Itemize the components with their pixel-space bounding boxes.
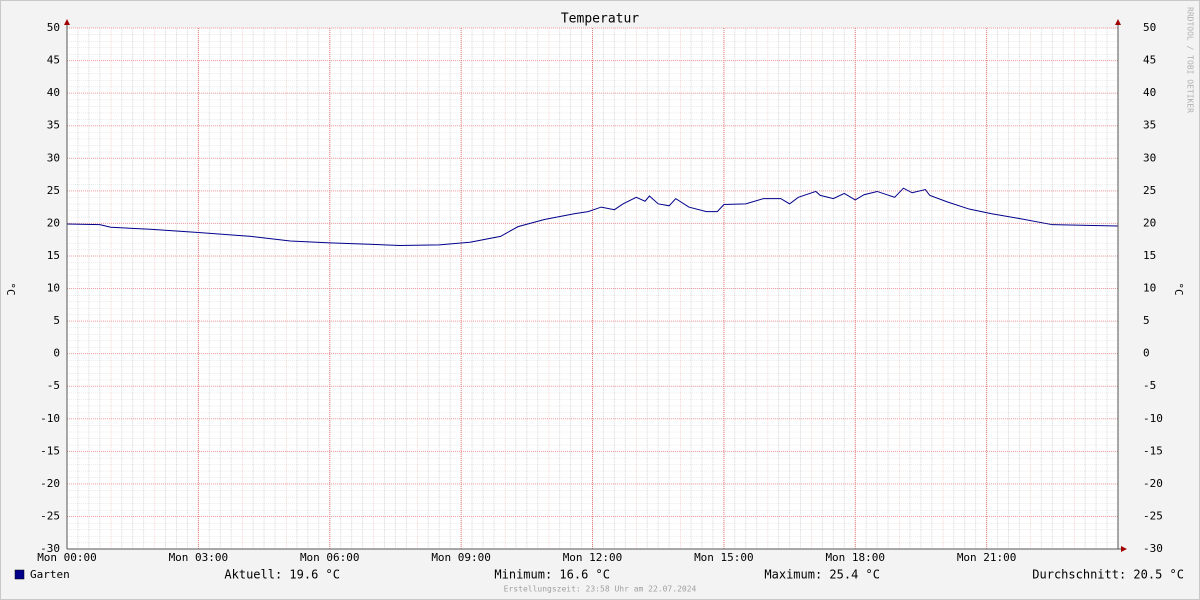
y2-tick-label: -20 bbox=[1143, 477, 1163, 490]
legend-stat: Maximum: 25.4 °C bbox=[764, 568, 880, 582]
watermark: RRDTOOL / TOBI OETIKER bbox=[1186, 7, 1195, 113]
x-tick-label: Mon 12:00 bbox=[563, 551, 623, 564]
y2-tick-label: 20 bbox=[1143, 216, 1156, 229]
x-tick-label: Mon 09:00 bbox=[431, 551, 491, 564]
y-tick-label: 35 bbox=[47, 119, 60, 132]
y-tick-label: -25 bbox=[40, 509, 60, 522]
y2-tick-label: 25 bbox=[1143, 184, 1156, 197]
y2-tick-label: 30 bbox=[1143, 151, 1156, 164]
x-tick-label: Mon 06:00 bbox=[300, 551, 360, 564]
y-tick-label: 15 bbox=[47, 249, 60, 262]
x-tick-label: Mon 18:00 bbox=[825, 551, 885, 564]
y2-tick-label: 35 bbox=[1143, 119, 1156, 132]
y-tick-label: -30 bbox=[40, 542, 60, 555]
y-tick-label: 30 bbox=[47, 151, 60, 164]
legend: Garten Aktuell: 19.6 °C Minimum: 16.6 °C Ma… bbox=[14, 568, 1184, 582]
y2-tick-label: 50 bbox=[1143, 21, 1156, 34]
y-tick-label: 0 bbox=[53, 347, 60, 360]
y2-tick-label: 10 bbox=[1143, 282, 1156, 295]
legend-label: Garten bbox=[30, 568, 70, 581]
y2-tick-label: 5 bbox=[1143, 314, 1150, 327]
y2-tick-label: -25 bbox=[1143, 509, 1163, 522]
legend-stat: Durchschnitt: 20.5 °C bbox=[1032, 568, 1184, 582]
x-tick-label: Mon 21:00 bbox=[957, 551, 1017, 564]
y-tick-label: -5 bbox=[47, 379, 60, 392]
y-tick-label: 45 bbox=[47, 54, 60, 67]
y2-tick-label: 15 bbox=[1143, 249, 1156, 262]
x-tick-label: Mon 15:00 bbox=[694, 551, 754, 564]
y2-tick-label: 40 bbox=[1143, 86, 1156, 99]
y-tick-label: 5 bbox=[53, 314, 60, 327]
y2-axis-label: °C bbox=[1172, 282, 1185, 295]
y2-tick-label: 45 bbox=[1143, 54, 1156, 67]
chart-title: Temperatur bbox=[561, 12, 639, 27]
y2-tick-label: 0 bbox=[1143, 347, 1150, 360]
x-tick-label: Mon 03:00 bbox=[169, 551, 229, 564]
y-tick-label: 10 bbox=[47, 282, 60, 295]
y-axis-label: °C bbox=[4, 282, 17, 295]
y2-tick-label: -10 bbox=[1143, 412, 1163, 425]
y-tick-label: -20 bbox=[40, 477, 60, 490]
x-tick-label: Mon 00:00 bbox=[37, 551, 97, 564]
legend-swatch bbox=[14, 569, 25, 580]
y-tick-label: 50 bbox=[47, 21, 60, 34]
series bbox=[66, 187, 1119, 247]
y2-tick-label: -15 bbox=[1143, 444, 1163, 457]
legend-stat: Minimum: 16.6 °C bbox=[494, 568, 610, 582]
y2-tick-label: -5 bbox=[1143, 379, 1156, 392]
y2-tick-label: -30 bbox=[1143, 542, 1163, 555]
y-tick-label: -10 bbox=[40, 412, 60, 425]
y-tick-label: -15 bbox=[40, 444, 60, 457]
grid: -30 -30 -25 -25 -20 -20 -15 -15 -10 -10 -5 -5 0 0 5 5 10… bbox=[37, 21, 1163, 564]
y-tick-label: 40 bbox=[47, 86, 60, 99]
y-tick-label: 25 bbox=[47, 184, 60, 197]
footer: Erstellungszeit: 23:58 Uhr am 22.07.2024 bbox=[504, 585, 697, 594]
legend-stat: Aktuell: 19.6 °C bbox=[224, 568, 340, 582]
y-tick-label: 20 bbox=[47, 216, 60, 229]
line-series bbox=[66, 187, 1119, 247]
